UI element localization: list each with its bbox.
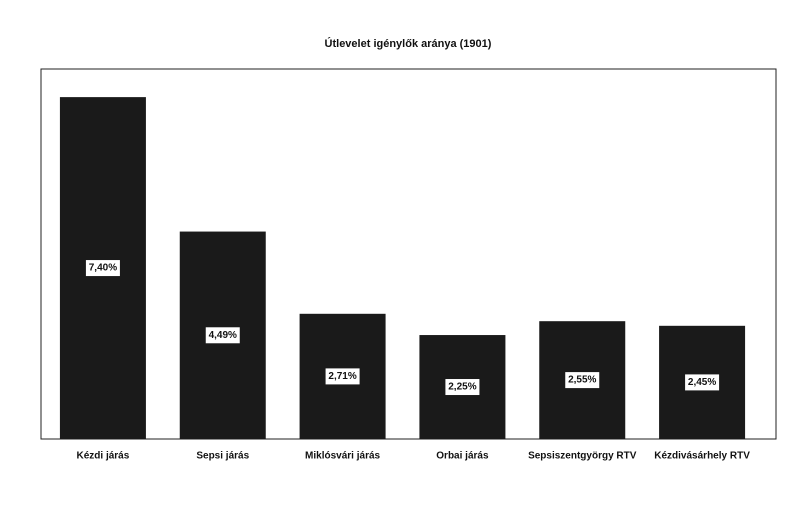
value-label: 2,45% [688,377,716,388]
x-tick-label: Orbai járás [436,451,489,462]
value-label: 2,71% [328,371,356,382]
value-label-box [85,260,120,277]
chart-title: Útlevelet igénylők aránya (1901) [325,37,492,50]
x-tick-label: Miklósvári járás [305,451,380,462]
x-tick-label: Sepsiszentgyörgy RTV [528,451,637,462]
x-tick-label: Kézdivásárhely RTV [654,451,750,462]
plot-frame [40,68,777,440]
value-label-box [565,372,600,389]
value-label: 2,55% [568,375,596,386]
x-tick-label: Kézdi járás [77,451,130,462]
value-label-box [325,368,360,385]
value-label: 4,49% [209,330,237,341]
value-label-box [685,374,720,391]
value-label: 7,40% [89,263,117,274]
value-label-box [205,327,240,344]
x-tick-label: Sepsi járás [196,451,249,462]
value-label: 2,25% [448,382,476,393]
value-label-box [445,379,480,396]
